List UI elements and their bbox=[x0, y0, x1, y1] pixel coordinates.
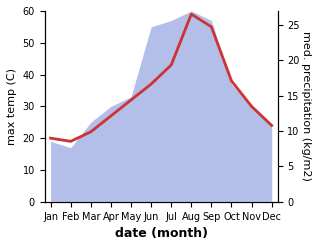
Y-axis label: max temp (C): max temp (C) bbox=[7, 68, 17, 145]
Y-axis label: med. precipitation (kg/m2): med. precipitation (kg/m2) bbox=[301, 31, 311, 181]
X-axis label: date (month): date (month) bbox=[115, 227, 208, 240]
